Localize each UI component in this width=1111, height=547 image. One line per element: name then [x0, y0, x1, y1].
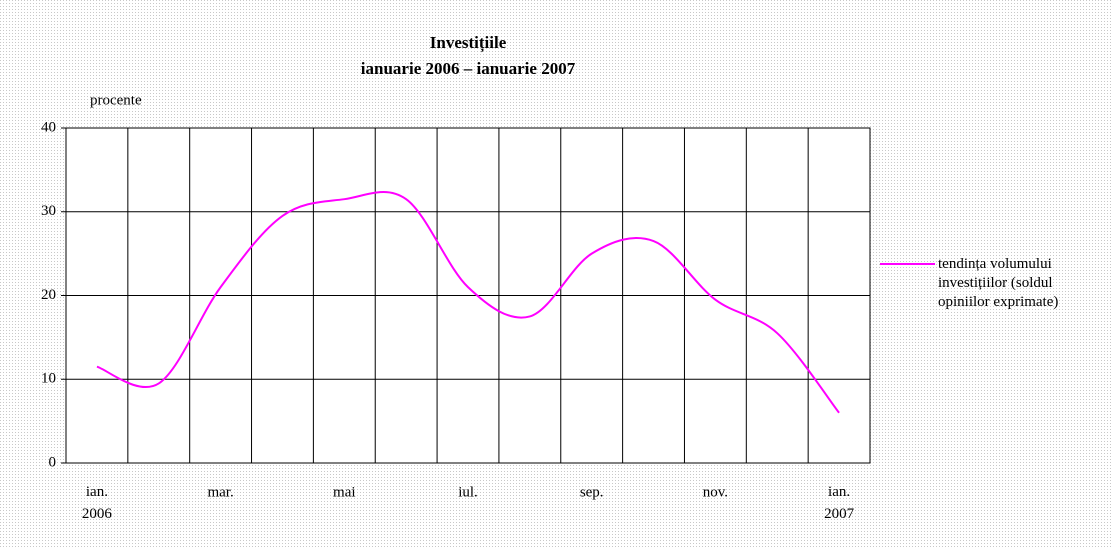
plot-border [65, 127, 871, 464]
series-line [96, 191, 840, 414]
y-tick-label: 30 [41, 203, 56, 219]
y-tick-label: 0 [49, 454, 57, 470]
x-tick-label: nov. [703, 484, 728, 500]
y-tick-label: 40 [41, 119, 56, 135]
y-axis-label: procente [90, 92, 142, 108]
x-tick-label: mar. [207, 484, 233, 500]
y-tick-label: 20 [41, 287, 56, 303]
x-tick-label: sep. [580, 484, 604, 500]
legend-label: tendința volumului investițiilor (soldul… [938, 256, 1059, 310]
x-tick-label: ian. 2006 [82, 484, 113, 522]
x-tick-label: iul. [458, 484, 478, 500]
chart-title: Investițiile [430, 33, 507, 53]
x-tick-label: ian. 2007 [824, 484, 855, 522]
chart-subtitle: ianuarie 2006 – ianuarie 2007 [361, 59, 576, 78]
y-tick-label: 10 [41, 371, 56, 387]
x-tick-label: mai [333, 484, 356, 500]
